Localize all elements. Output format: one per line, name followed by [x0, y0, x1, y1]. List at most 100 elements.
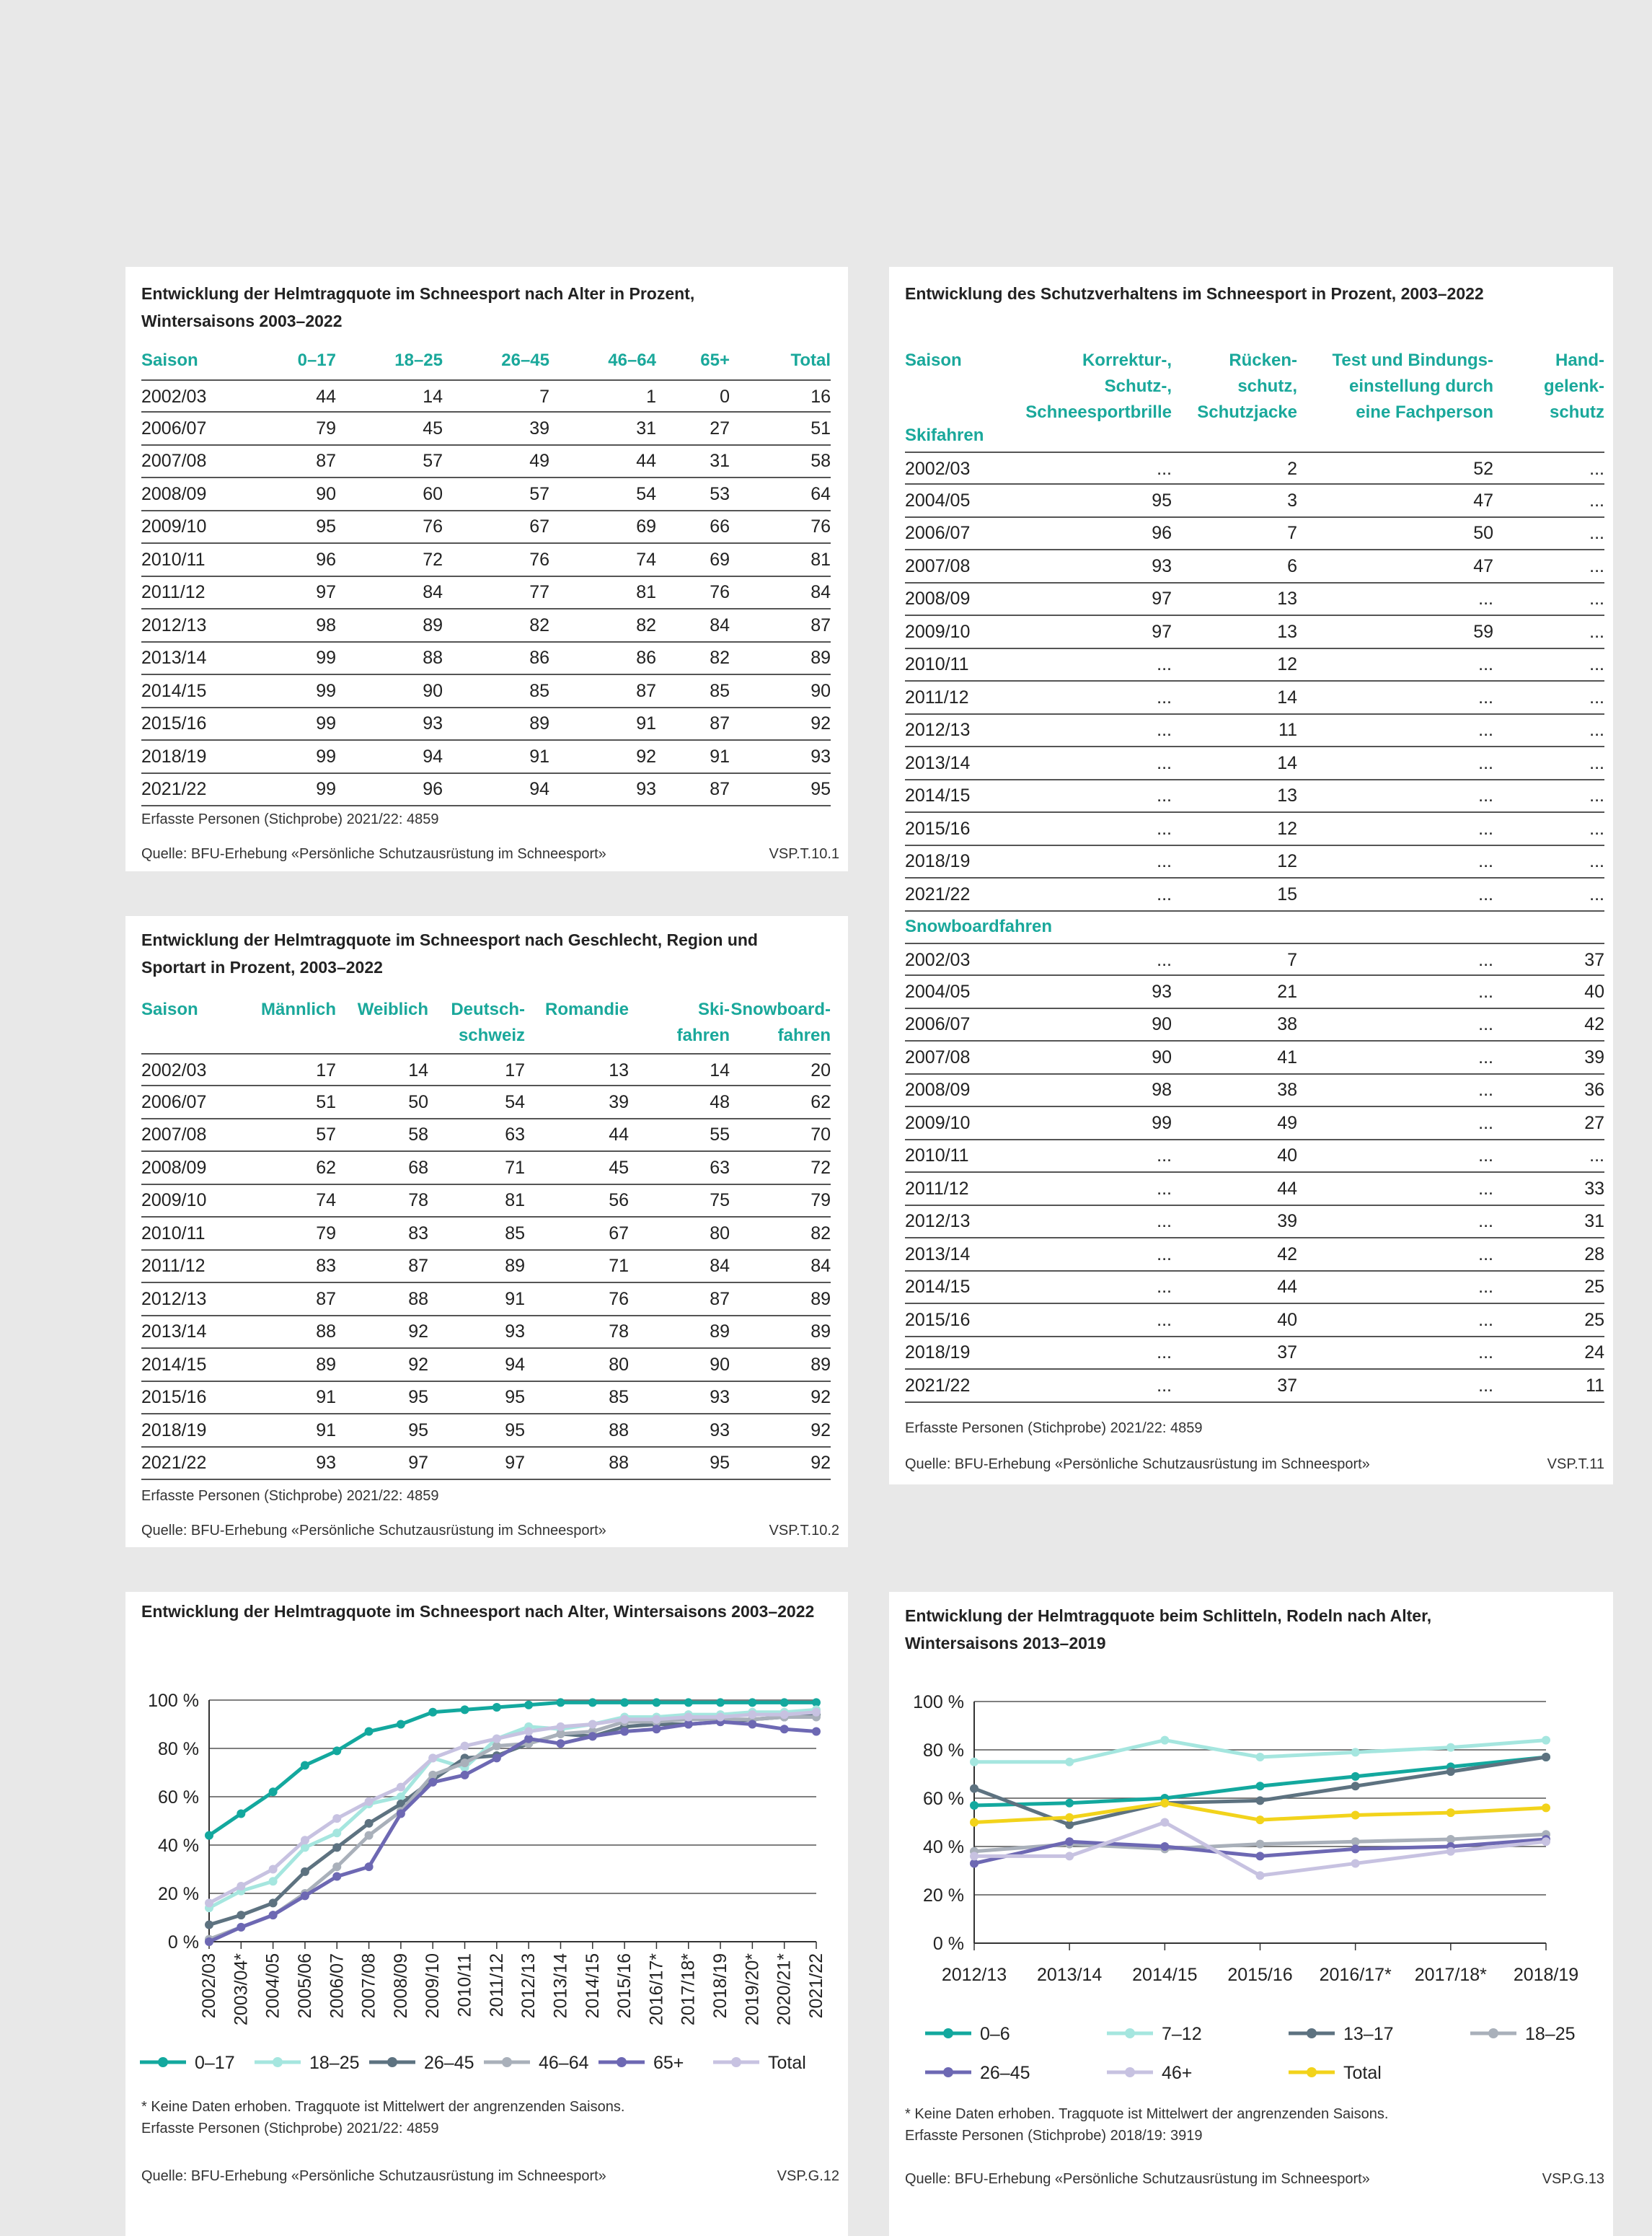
- chart-title-line2: Wintersaisons 2013–2019: [905, 1634, 1106, 1652]
- value-cell: 95: [810, 779, 831, 799]
- legend-label: 0–17: [195, 2053, 235, 2073]
- data-point: [1351, 1810, 1360, 1820]
- value-cell: 82: [529, 615, 549, 635]
- value-cell: 99: [316, 779, 336, 799]
- value-cell: ...: [1157, 687, 1172, 708]
- value-cell: 11: [1278, 720, 1297, 740]
- season-cell: 2013/14: [905, 1244, 971, 1264]
- value-cell: 84: [710, 615, 730, 635]
- value-cell: ...: [1478, 1244, 1493, 1264]
- source-note: Quelle: BFU-Erhebung «Persönliche Schutz…: [141, 846, 606, 862]
- value-cell: 92: [408, 1321, 428, 1342]
- value-cell: 36: [1584, 1080, 1604, 1100]
- value-cell: ...: [1478, 720, 1493, 740]
- data-point: [1542, 1803, 1550, 1813]
- value-cell: 81: [810, 549, 831, 570]
- data-point: [1160, 1818, 1170, 1827]
- table-row: 2007/08 90 41... 39: [905, 1042, 1604, 1075]
- value-cell: 95: [316, 516, 336, 537]
- season-cell: 2018/19: [141, 746, 207, 767]
- value-cell: 17: [316, 1060, 336, 1080]
- season-cell: 2007/08: [905, 555, 971, 576]
- value-cell: 51: [316, 1091, 336, 1112]
- value-cell: 67: [609, 1223, 629, 1244]
- sample-note: Erfasste Personen (Stichprobe) 2021/22: …: [141, 2121, 439, 2136]
- value-cell: 14: [710, 1060, 730, 1080]
- value-cell: 72: [423, 549, 443, 570]
- data-point: [970, 1859, 979, 1868]
- season-cell: 2008/09: [141, 483, 207, 504]
- value-cell: 74: [316, 1190, 336, 1210]
- value-cell: 93: [505, 1321, 525, 1342]
- value-cell: 53: [710, 483, 730, 504]
- value-cell: 90: [1152, 1014, 1172, 1034]
- season-cell: 2014/15: [905, 1277, 971, 1297]
- y-tick-label: 80 %: [158, 1739, 199, 1759]
- value-cell: ...: [1589, 884, 1604, 904]
- season-cell: 2009/10: [141, 516, 207, 537]
- value-cell: 82: [636, 615, 656, 635]
- data-point: [1446, 1767, 1455, 1777]
- column-header: gelenk-: [1543, 377, 1604, 396]
- column-header: 0–17: [297, 351, 336, 370]
- data-point: [268, 1911, 278, 1920]
- column-header: schutz,: [1237, 377, 1297, 396]
- value-cell: 64: [810, 483, 831, 504]
- value-cell: ...: [1478, 1080, 1493, 1100]
- data-point: [268, 1787, 278, 1797]
- sledging-helmet-line-chart: 0 % 20 % 40 % 60 % 80 % 100 % 2012/13 2013/14 20…: [913, 1692, 1578, 2083]
- value-cell: ...: [1157, 1211, 1172, 1231]
- table-row: 2010/11 96 72 76 74 69 81: [141, 544, 831, 577]
- data-point: [205, 1920, 213, 1929]
- table-code: VSP.T.10.1: [769, 846, 839, 862]
- value-cell: 96: [1152, 523, 1172, 543]
- x-tick-label: 2006/07: [327, 1953, 347, 2018]
- value-cell: 76: [609, 1288, 629, 1309]
- legend-label: 18–25: [309, 2053, 360, 2073]
- data-point: [779, 1725, 789, 1734]
- value-cell: 93: [710, 1387, 730, 1407]
- data-point: [748, 1698, 757, 1707]
- value-cell: 89: [810, 1321, 831, 1342]
- legend-marker: [387, 2057, 397, 2067]
- x-tick-label: 2014/15: [1132, 1965, 1197, 1985]
- value-cell: 44: [1277, 1178, 1297, 1199]
- value-cell: 84: [423, 582, 443, 602]
- value-cell: 28: [1584, 1244, 1604, 1264]
- season-cell: 2012/13: [141, 1288, 207, 1309]
- value-cell: 58: [810, 451, 831, 471]
- value-cell: 15: [1277, 884, 1297, 904]
- x-tick-label: 2019/20*: [742, 1953, 762, 2025]
- value-cell: 87: [316, 451, 336, 471]
- value-cell: 44: [1277, 1277, 1297, 1297]
- value-cell: 85: [609, 1387, 629, 1407]
- table-row: 2015/16... 12......: [905, 813, 1604, 846]
- value-cell: 39: [609, 1091, 629, 1112]
- value-cell: 14: [1277, 687, 1297, 708]
- value-cell: 90: [423, 680, 443, 701]
- value-cell: 7: [1287, 950, 1297, 970]
- season-cell: 2008/09: [905, 1080, 971, 1100]
- value-cell: 40: [1277, 1309, 1297, 1330]
- column-header: schweiz: [458, 1026, 525, 1045]
- value-cell: ...: [1157, 459, 1172, 479]
- data-point: [237, 1809, 246, 1818]
- legend-marker: [1307, 2028, 1317, 2038]
- data-point: [1065, 1813, 1074, 1822]
- season-cell: 2004/05: [905, 490, 971, 511]
- value-cell: 95: [1152, 490, 1172, 511]
- value-cell: ...: [1478, 1014, 1493, 1034]
- chart-panel-age: Entwicklung der Helmtragquote im Schnees…: [125, 1592, 848, 2236]
- value-cell: 92: [810, 1419, 831, 1440]
- data-point: [396, 1792, 405, 1801]
- value-cell: 45: [609, 1157, 629, 1178]
- data-point: [970, 1784, 979, 1793]
- value-cell: 13: [1277, 621, 1297, 642]
- protection-behaviour-table: Saison Korrektur-, Schutz-, Schneesportbril…: [905, 348, 1604, 1403]
- data-point: [1351, 1844, 1360, 1854]
- series-line-18–25: [208, 1707, 817, 1910]
- value-cell: ...: [1478, 1178, 1493, 1199]
- value-cell: 71: [609, 1256, 629, 1276]
- season-cell: 2006/07: [141, 418, 207, 439]
- value-cell: 99: [316, 746, 336, 767]
